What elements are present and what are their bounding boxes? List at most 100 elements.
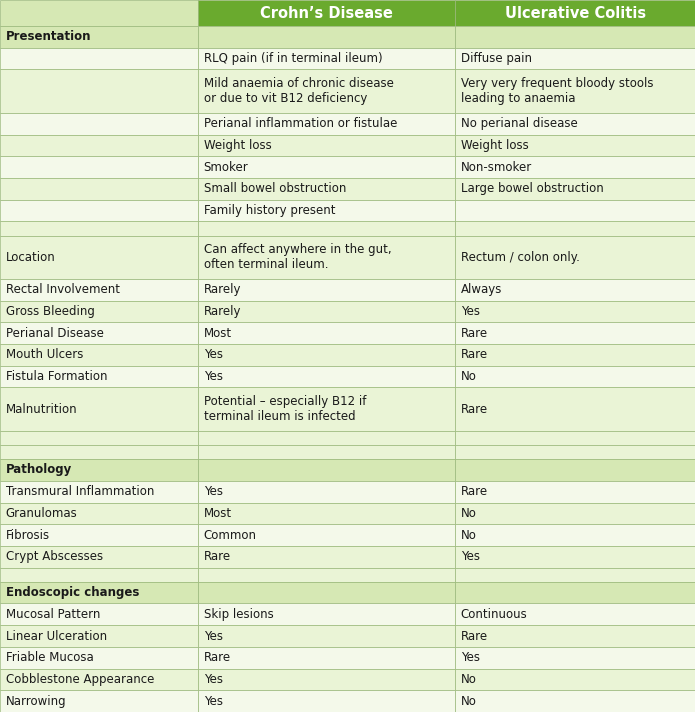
Bar xyxy=(455,524,695,546)
Bar xyxy=(455,546,695,567)
Bar xyxy=(455,178,695,199)
Bar xyxy=(455,503,695,524)
Text: Very very frequent bloody stools
leading to anaemia: Very very frequent bloody stools leading… xyxy=(461,77,653,105)
Bar xyxy=(455,279,695,300)
Bar xyxy=(455,669,695,691)
Bar xyxy=(0,582,198,604)
Text: Mouth Ulcers: Mouth Ulcers xyxy=(6,348,83,362)
Bar xyxy=(198,567,455,582)
Text: Mucosal Pattern: Mucosal Pattern xyxy=(6,608,100,621)
Text: Rarely: Rarely xyxy=(204,283,241,296)
Bar xyxy=(455,236,695,279)
Text: Small bowel obstruction: Small bowel obstruction xyxy=(204,182,346,195)
Bar xyxy=(0,647,198,669)
Text: Location: Location xyxy=(6,251,56,263)
Bar xyxy=(0,135,198,157)
Bar xyxy=(198,236,455,279)
Bar xyxy=(0,691,198,712)
Bar xyxy=(0,178,198,199)
Bar xyxy=(455,344,695,366)
Text: Gross Bleeding: Gross Bleeding xyxy=(6,305,95,318)
Bar xyxy=(455,48,695,70)
Text: Continuous: Continuous xyxy=(461,608,528,621)
Text: Weight loss: Weight loss xyxy=(461,139,528,152)
Text: Presentation: Presentation xyxy=(6,31,91,43)
Bar xyxy=(198,669,455,691)
Bar xyxy=(198,279,455,300)
Text: Rare: Rare xyxy=(204,550,231,563)
Text: No: No xyxy=(461,528,477,542)
Bar xyxy=(198,445,455,459)
Bar xyxy=(0,503,198,524)
Bar xyxy=(0,481,198,503)
Bar xyxy=(0,113,198,135)
Text: Yes: Yes xyxy=(204,673,222,686)
Bar xyxy=(198,199,455,221)
Bar xyxy=(198,604,455,625)
Text: No: No xyxy=(461,370,477,383)
Bar xyxy=(198,157,455,178)
Text: No: No xyxy=(461,695,477,708)
Text: No: No xyxy=(461,507,477,520)
Bar xyxy=(0,669,198,691)
Bar xyxy=(198,344,455,366)
Text: No: No xyxy=(461,673,477,686)
Text: Rectum / colon only.: Rectum / colon only. xyxy=(461,251,580,263)
Text: No perianal disease: No perianal disease xyxy=(461,117,578,130)
Text: Yes: Yes xyxy=(461,305,480,318)
Bar xyxy=(455,481,695,503)
Bar xyxy=(0,157,198,178)
Bar xyxy=(198,625,455,647)
Bar xyxy=(198,503,455,524)
Bar xyxy=(455,199,695,221)
Bar xyxy=(455,70,695,113)
Text: Perianal Disease: Perianal Disease xyxy=(6,327,104,340)
Text: Cobblestone Appearance: Cobblestone Appearance xyxy=(6,673,154,686)
Text: Rare: Rare xyxy=(204,651,231,664)
Bar xyxy=(198,48,455,70)
Text: Yes: Yes xyxy=(461,550,480,563)
Bar xyxy=(198,323,455,344)
Bar xyxy=(0,546,198,567)
Bar xyxy=(0,604,198,625)
Text: Most: Most xyxy=(204,507,231,520)
Bar xyxy=(0,366,198,387)
Text: Smoker: Smoker xyxy=(204,161,248,174)
Text: Family history present: Family history present xyxy=(204,204,335,217)
Bar xyxy=(198,300,455,323)
Bar xyxy=(455,582,695,604)
Bar xyxy=(0,221,198,236)
Bar xyxy=(198,431,455,445)
Text: Non-smoker: Non-smoker xyxy=(461,161,532,174)
Text: Transmural Inflammation: Transmural Inflammation xyxy=(6,485,154,498)
Bar xyxy=(455,26,695,48)
Bar xyxy=(198,481,455,503)
Text: Ulcerative Colitis: Ulcerative Colitis xyxy=(505,6,646,21)
Bar xyxy=(0,199,198,221)
Bar xyxy=(455,387,695,431)
Text: Potential – especially B12 if
terminal ileum is infected: Potential – especially B12 if terminal i… xyxy=(204,395,366,424)
Text: Yes: Yes xyxy=(204,629,222,642)
Text: RLQ pain (if in terminal ileum): RLQ pain (if in terminal ileum) xyxy=(204,52,382,65)
Bar xyxy=(0,445,198,459)
Text: Friable Mucosa: Friable Mucosa xyxy=(6,651,93,664)
Bar xyxy=(198,546,455,567)
Bar xyxy=(455,0,695,26)
Bar xyxy=(455,157,695,178)
Bar xyxy=(0,524,198,546)
Text: Granulomas: Granulomas xyxy=(6,507,77,520)
Bar xyxy=(198,459,455,481)
Text: Yes: Yes xyxy=(204,370,222,383)
Text: Malnutrition: Malnutrition xyxy=(6,403,77,416)
Text: Yes: Yes xyxy=(204,348,222,362)
Bar xyxy=(0,236,198,279)
Bar xyxy=(0,431,198,445)
Text: Rare: Rare xyxy=(461,348,488,362)
Text: Fibrosis: Fibrosis xyxy=(6,528,49,542)
Text: Endoscopic changes: Endoscopic changes xyxy=(6,586,139,599)
Bar xyxy=(455,604,695,625)
Bar xyxy=(0,70,198,113)
Bar xyxy=(455,323,695,344)
Text: Perianal inflammation or fistulae: Perianal inflammation or fistulae xyxy=(204,117,397,130)
Text: Rectal Involvement: Rectal Involvement xyxy=(6,283,120,296)
